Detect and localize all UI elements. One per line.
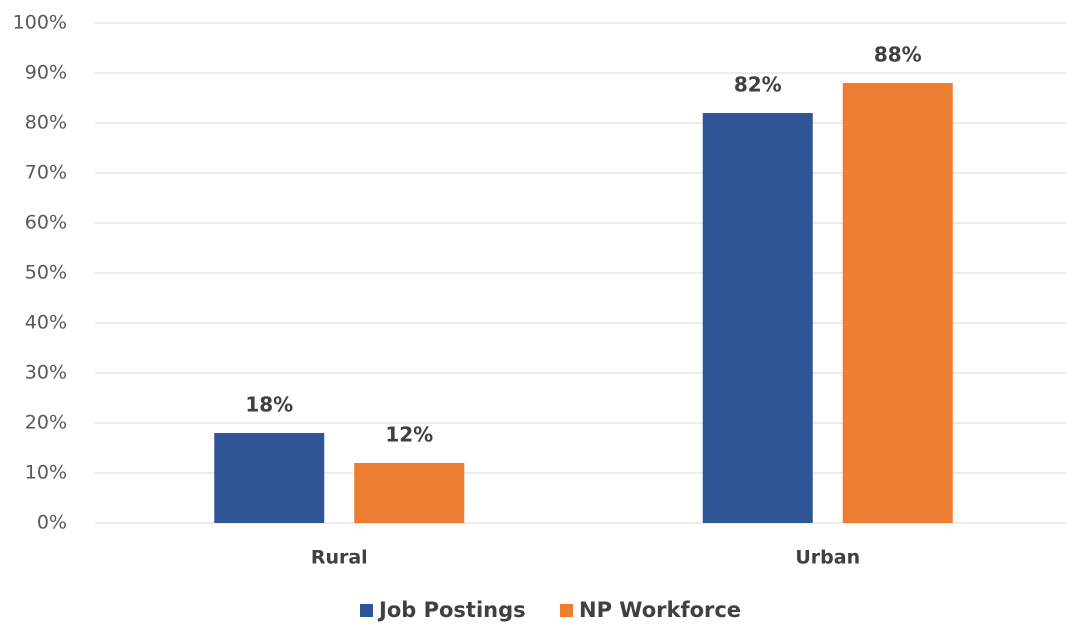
value-label: 82% (734, 73, 782, 97)
y-tick-label: 70% (25, 162, 67, 184)
y-tick-label: 80% (25, 112, 67, 134)
bar (354, 463, 465, 523)
bar (214, 433, 325, 523)
y-tick-label: 30% (25, 362, 67, 384)
legend-swatch (560, 604, 573, 617)
y-tick-label: 20% (25, 412, 67, 434)
bar (842, 83, 953, 523)
y-tick-label: 60% (25, 212, 67, 234)
x-tick-label: Urban (795, 547, 860, 569)
value-label: 88% (874, 43, 922, 67)
y-tick-label: 100% (13, 12, 67, 34)
x-tick-label: Rural (311, 547, 368, 569)
y-tick-label: 0% (37, 512, 67, 534)
legend-label: NP Workforce (579, 598, 741, 622)
y-tick-label: 40% (25, 312, 67, 334)
legend-label: Job Postings (377, 598, 526, 622)
value-label: 12% (385, 423, 433, 447)
value-label: 18% (245, 393, 293, 417)
y-tick-label: 90% (25, 62, 67, 84)
y-tick-label: 50% (25, 262, 67, 284)
bar (702, 113, 813, 523)
y-tick-label: 10% (25, 462, 67, 484)
legend-swatch (360, 604, 373, 617)
